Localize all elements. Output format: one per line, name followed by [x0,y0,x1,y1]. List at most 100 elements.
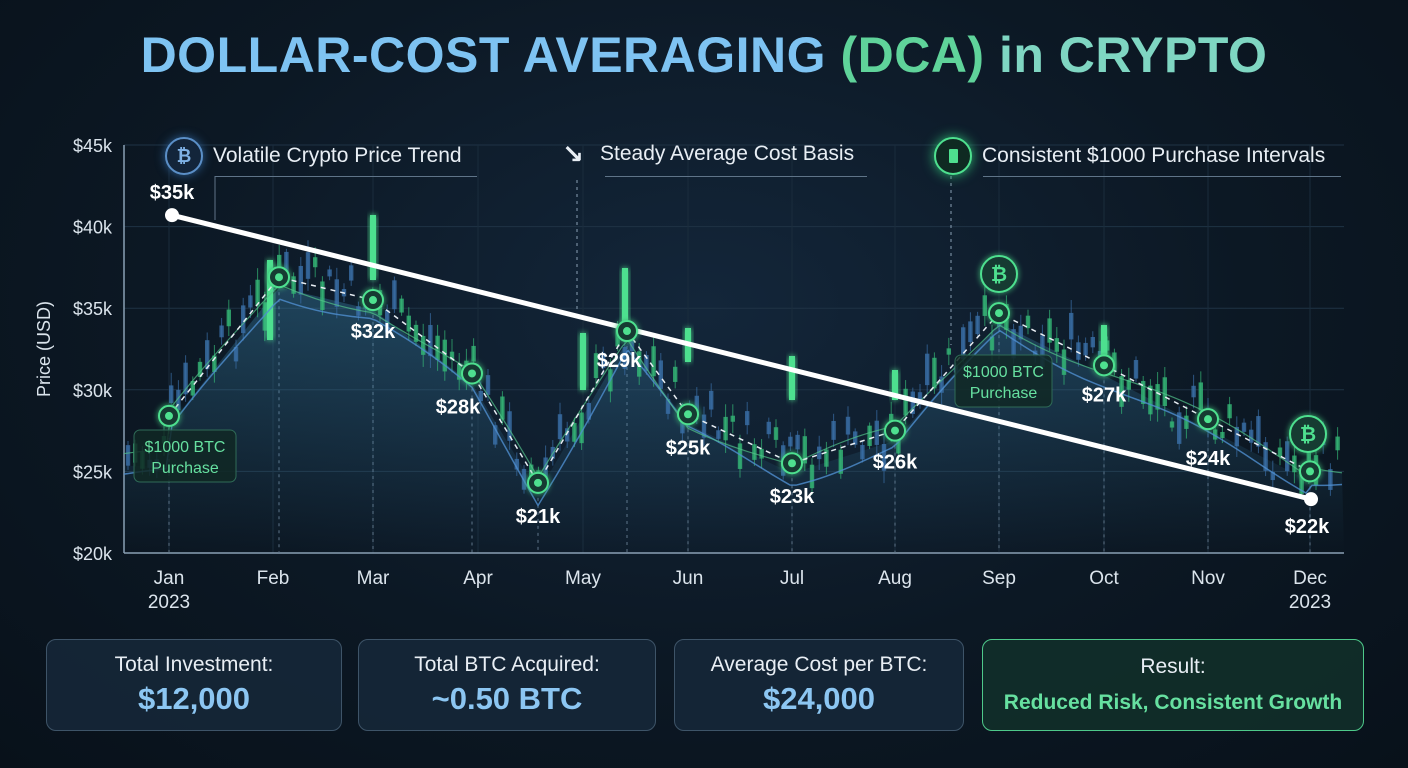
candle-body [413,324,419,342]
candle-body [925,353,930,386]
candle-body [493,425,498,445]
candle-body [1119,376,1124,407]
candle-body [946,348,951,355]
page-title: DOLLAR-COST AVERAGING (DCA) in CRYPTO [0,26,1408,84]
trend-end-label: $22k [1285,516,1330,538]
summary-cards: Total Investment: $12,000 Total BTC Acqu… [46,639,1364,731]
candle-body [788,436,793,447]
x-tick-label: Mar [357,568,390,589]
candle-body [795,434,800,450]
purchase-point-core [165,411,173,420]
candle-body [478,390,483,402]
candle-body [1241,422,1247,432]
candle-body [1335,436,1340,451]
candle-body [313,257,318,268]
y-tick-label: $20k [73,544,113,564]
candle-body [673,366,678,382]
candle-body [881,444,887,471]
candle-body [975,315,980,335]
average-cost-trend-line [169,212,1314,502]
candle-body [327,269,332,277]
purchase-point-core [1204,415,1212,424]
candle-body [298,265,303,295]
candle-body [1025,315,1031,329]
candle-body [665,398,671,414]
candle-body [809,464,815,489]
candle-body [716,430,721,439]
purchase-value-label: $24k [1186,448,1231,470]
candle-body [1018,325,1023,340]
candle-body [1292,455,1297,473]
candle-body [1076,342,1081,360]
candle-body [277,254,282,272]
candle-body [723,416,728,441]
candle-body [802,436,807,464]
candle-body [1299,469,1304,494]
candle-body [773,427,779,440]
title-part-3: in CRYPTO [984,27,1268,83]
purchase-value-label: $26k [873,452,918,474]
candle-body [572,422,577,442]
purchase-point-core [534,478,542,487]
purchase-value-label: $29k [597,350,642,372]
candle-body [212,355,217,373]
candle-body [658,360,663,389]
candle-body [1328,469,1333,490]
candle-body [752,444,757,460]
legend-underline-1 [215,176,477,177]
candle-body [1040,335,1045,367]
candle-body [1270,471,1275,481]
card-value: $12,000 [137,681,251,716]
card-total-btc: Total BTC Acquired: ~0.50 BTC [358,639,656,731]
trend-down-icon: ↘ [562,138,584,169]
candle-body [1047,318,1052,343]
trend-start-label: $35k [150,182,195,204]
candle-body [593,353,599,379]
candle-body [1169,421,1175,428]
candle-body [1133,360,1139,379]
candle-body [651,346,656,377]
candle-body [1263,442,1268,471]
candle-body [241,305,246,334]
legend-item-cost-basis: ↘ Steady Average Cost Basis [556,137,854,171]
candle-body [845,416,851,435]
trend-end-point [1304,492,1318,507]
candle-body [1069,312,1074,340]
candle-body [939,376,944,393]
candle-body [694,395,699,416]
candle-body [579,412,584,444]
x-tick-label: Jan [154,568,185,589]
candle-body [1177,412,1182,444]
x-tick-label: Apr [463,568,493,589]
candle-body [1184,415,1189,429]
candle-body [961,327,966,360]
x-tick-label: May [565,568,601,589]
candle-body [1227,404,1232,419]
purchase-value-label: $23k [770,486,815,508]
card-label: Result: [1140,655,1206,678]
candle-body [1306,444,1311,475]
purchase-point-core [623,327,631,336]
candle-body [428,324,433,357]
candle-body [349,265,354,281]
candle-body [485,375,491,395]
purchase-point-core [891,426,899,435]
candle-body [291,276,296,294]
candle-body [982,295,987,316]
candle-body [601,352,606,369]
candle-body [305,252,311,279]
candle-body [226,309,231,327]
candle-body [219,325,224,338]
candle-body [449,351,455,360]
title-part-1: DOLLAR-COST AVERAGING [140,27,841,83]
purchase-point-core [369,296,377,305]
purchase-candle [370,215,376,280]
moving-average-line [123,298,1343,507]
candle-body [543,457,548,478]
candle-body [233,346,239,362]
bitcoin-badge-glyph: ₿ [1300,422,1316,446]
candle-body [737,443,743,469]
candle-body [932,357,937,389]
candle-body [1090,336,1095,348]
purchase-annotation-text: Purchase [151,460,219,477]
